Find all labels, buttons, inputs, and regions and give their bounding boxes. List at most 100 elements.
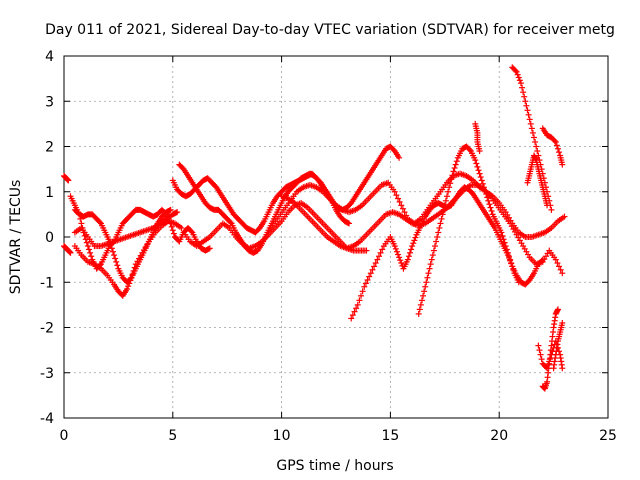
x-tick-label: 0 [60,428,69,444]
data-point-interp [510,266,517,273]
data-point-interp [554,260,561,267]
data-point-interp [113,258,120,265]
data-point [450,168,457,175]
data-point [363,247,370,254]
plot-frame [63,55,609,419]
data-point-interp [474,163,481,170]
data-point-interp [516,77,523,84]
data-point [65,177,72,184]
data-point-interp [553,142,560,149]
data-point-interp [442,197,449,204]
data-point-interp [127,277,134,284]
data-point-interp [505,253,512,260]
data-point-interp [483,191,490,198]
series-track-a [61,172,72,184]
data-point [84,243,91,250]
data-point-interp [435,229,442,236]
y-tick-label: 1 [45,185,54,201]
data-point-interp [108,245,115,252]
data-point [507,256,514,263]
data-point [441,202,448,209]
data-point-interp [417,301,424,308]
data-point-interp [449,172,456,179]
data-point-interp [538,257,545,264]
data-point-interp [524,107,531,114]
data-point [174,209,181,216]
x-tick-label: 25 [599,428,617,444]
y-tick-label: 2 [45,140,54,156]
data-point-interp [372,260,379,267]
data-point-interp [130,267,137,274]
y-tick-labels: -4 -3 -2 -1 0 1 2 3 4 [40,49,54,427]
data-point [531,134,538,141]
data-point-interp [532,138,539,145]
data-point-interp [557,266,564,273]
data-point-interp [125,283,132,290]
data-point-interp [439,211,446,218]
data-point-interp [397,257,404,264]
data-point-interp [353,305,360,312]
data-point-interp [520,89,527,96]
data-point-interp [448,176,455,183]
data-point-interp [393,192,400,199]
data-point [446,184,453,191]
series-track-o [509,64,555,213]
data-point [428,256,435,263]
chart-title: Day 011 of 2021, Sidereal Day-to-day VTE… [45,22,615,38]
data-point-interp [514,71,521,78]
data-point-interp [436,224,443,231]
data-point [559,270,566,277]
data-point-interp [188,228,195,235]
data-point [415,310,422,317]
data-point-interp [426,265,433,272]
data-point-interp [501,239,508,246]
data-point-interp [551,137,558,144]
data-point-interp [482,187,489,194]
data-point-interp [509,263,516,270]
data-point [391,188,398,195]
data-point [513,68,520,75]
data-point-interp [478,177,485,184]
data-point-interp [504,249,511,256]
data-point [544,202,551,209]
data-point [472,157,479,164]
data-point [535,342,542,349]
data-point-interp [443,193,450,200]
data-point-interp [379,246,386,253]
data-point-interp [515,74,522,81]
x-tick-label: 10 [273,428,291,444]
data-point-interp [86,246,93,253]
data-point [517,80,524,87]
data-point-interp [227,219,234,226]
data-point [391,243,398,250]
data-point-interp [440,206,447,213]
data-point-interp [447,180,454,187]
series-track-t [550,319,566,372]
data-point [515,279,522,286]
data-point-interp [88,253,95,260]
data-point-interp [523,102,530,109]
data-point-interp [432,243,439,250]
data-point-interp [358,292,365,299]
x-tick-label: 15 [381,428,399,444]
data-point-interp [556,263,563,270]
series-track-m [415,143,522,317]
data-point-interp [508,260,515,267]
data-point [124,286,131,293]
data-point-interp [359,288,366,295]
data-point [548,206,555,213]
x-tick-label: 20 [490,428,508,444]
data-point-interp [422,283,429,290]
data-point-interp [473,160,480,167]
data-point-interp [369,266,376,273]
series-track-p [524,152,551,209]
data-point-interp [371,263,378,270]
data-point [480,184,487,191]
data-point-interp [395,251,402,258]
data-point-interp [423,279,430,286]
data-point-interp [131,264,138,271]
data-point [348,315,355,322]
data-point-interp [484,194,491,201]
